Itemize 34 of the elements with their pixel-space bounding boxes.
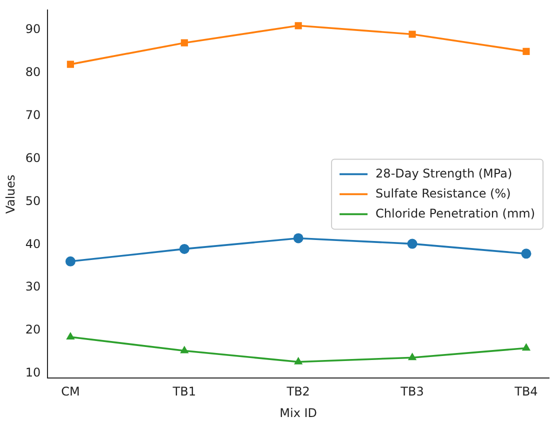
point [522, 48, 530, 55]
x-tick-label: TB3 [400, 384, 424, 399]
legend-label: Sulfate Resistance (%) [376, 186, 511, 200]
x-tick-label: TB1 [172, 384, 196, 399]
y-tick-label: 10 [25, 366, 41, 380]
y-tick-label: 60 [25, 150, 41, 165]
legend-label: Chloride Penetration (mm) [376, 206, 536, 220]
x-tick-label: CM [61, 384, 80, 399]
point [180, 39, 188, 46]
point [66, 332, 75, 340]
y-tick-label: 50 [25, 194, 41, 208]
y-tick-label: 40 [25, 236, 41, 251]
point [179, 244, 190, 254]
point [521, 248, 532, 259]
point [293, 233, 304, 244]
y-tick-label: 90 [25, 22, 41, 36]
legend-label: 28-Day Strength (MPa) [376, 166, 512, 180]
point [408, 30, 416, 38]
y-axis-title: Values [3, 174, 18, 214]
y-tick-label: 20 [25, 322, 41, 337]
point [294, 356, 303, 364]
point [180, 346, 189, 354]
y-tick-label: 30 [25, 280, 41, 294]
x-tick-label: TB4 [514, 384, 538, 399]
point [294, 22, 302, 30]
point [65, 256, 76, 266]
point [407, 238, 418, 249]
x-tick-label: TB2 [286, 384, 310, 399]
y-tick-label: 80 [25, 65, 41, 80]
y-tick-label: 70 [25, 108, 41, 122]
point [522, 343, 531, 351]
point [66, 60, 74, 68]
point [408, 352, 417, 360]
x-axis-title: Mix ID [280, 406, 318, 420]
